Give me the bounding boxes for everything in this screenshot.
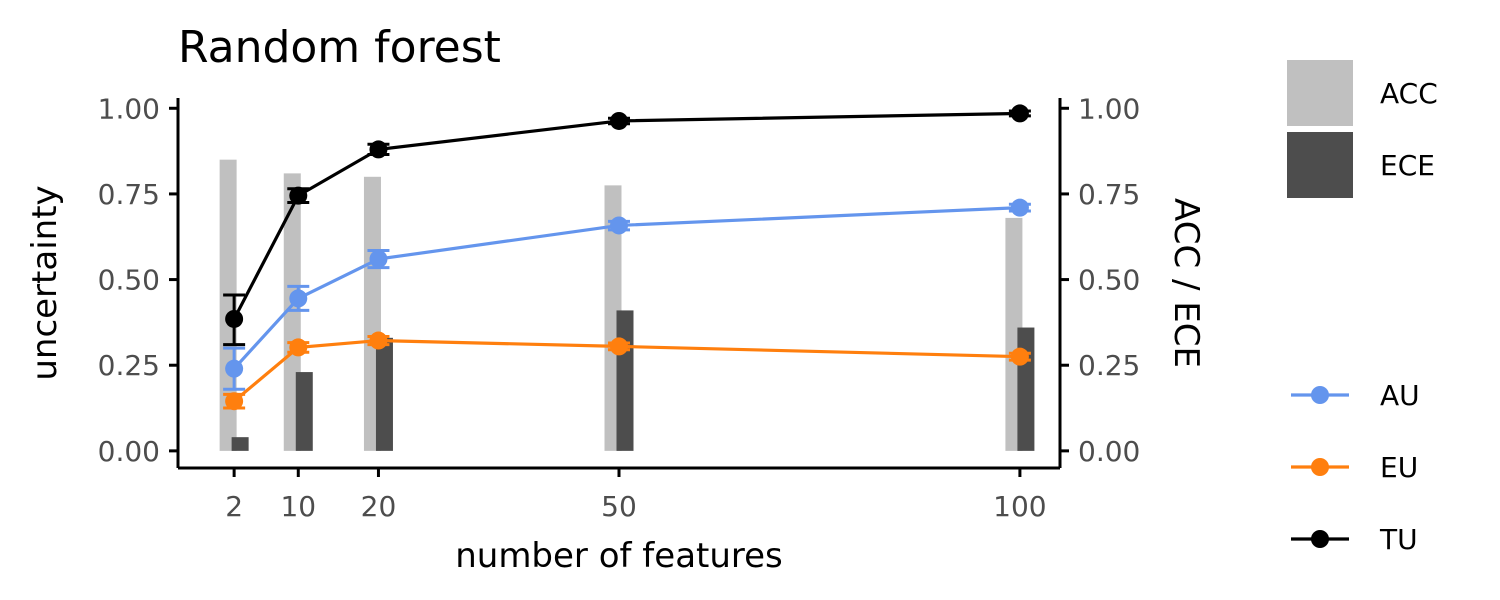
point-eu [1010,347,1029,366]
y-tick-label-left: 0.50 [98,264,160,297]
y-axis-left-ticks: 0.00 0.25 0.50 0.75 1.00 [98,92,178,468]
point-eu [289,338,308,357]
point-tu [369,140,388,159]
x-axis-title: number of features [455,536,783,576]
point-tu [610,111,628,130]
x-tick-label: 50 [601,490,637,523]
y-tick-label-right: 0.75 [1078,178,1140,211]
series-line-tu [232,111,1020,320]
y-tick-label-right: 0.25 [1078,349,1140,382]
legend-label-ece: ECE [1380,149,1435,182]
y2-axis-title: ACC / ECE [1166,198,1206,368]
point-au [289,289,308,308]
x-tick-label: 10 [280,490,316,523]
y-tick-label-left: 0.00 [98,435,160,468]
y-axis-title: uncertainty [25,185,65,380]
x-tick-label: 100 [993,490,1046,523]
point-au [369,250,388,269]
point-eu [610,337,628,356]
point-au [610,216,628,235]
point-eu [225,392,244,411]
legend: ACC ECE AU EU TU [1287,60,1438,556]
bar-ece [295,372,313,451]
legend-key-au [1291,386,1349,404]
bar-acc [219,159,237,451]
legend-swatch-acc [1287,60,1353,126]
chart-title: Random forest [178,22,501,73]
y-tick-label-right: 0.00 [1078,435,1140,468]
bar-ece [1017,327,1035,451]
bar-layer [219,159,1035,451]
point-tu [289,186,308,205]
y-tick-label-right: 1.00 [1078,92,1140,125]
y-tick-label-right: 0.50 [1078,264,1140,297]
y-tick-label-left: 0.25 [98,349,160,382]
legend-key-eu [1291,458,1349,476]
point-au [1010,198,1029,217]
bar-ece [231,437,249,451]
x-axis-ticks: 2 10 20 50 100 [225,468,1047,523]
y-tick-label-left: 1.00 [98,92,160,125]
bar-ece [616,310,634,451]
legend-label-eu: EU [1380,451,1418,484]
legend-key-tu [1291,530,1349,548]
legend-label-acc: ACC [1380,77,1438,110]
bar-ece [375,337,393,451]
point-tu [1010,104,1029,123]
legend-swatch-ece [1287,132,1353,198]
point-eu [369,331,388,350]
point-au [225,359,244,378]
y-axis-right-ticks: 0.00 0.25 0.50 0.75 1.00 [1060,92,1140,468]
x-tick-label: 2 [225,490,243,523]
y-tick-label-left: 0.75 [98,178,160,211]
point-tu [225,309,244,328]
x-tick-label: 20 [361,490,397,523]
line-layer [223,104,1031,411]
legend-label-tu: TU [1379,523,1418,556]
legend-label-au: AU [1380,379,1420,412]
